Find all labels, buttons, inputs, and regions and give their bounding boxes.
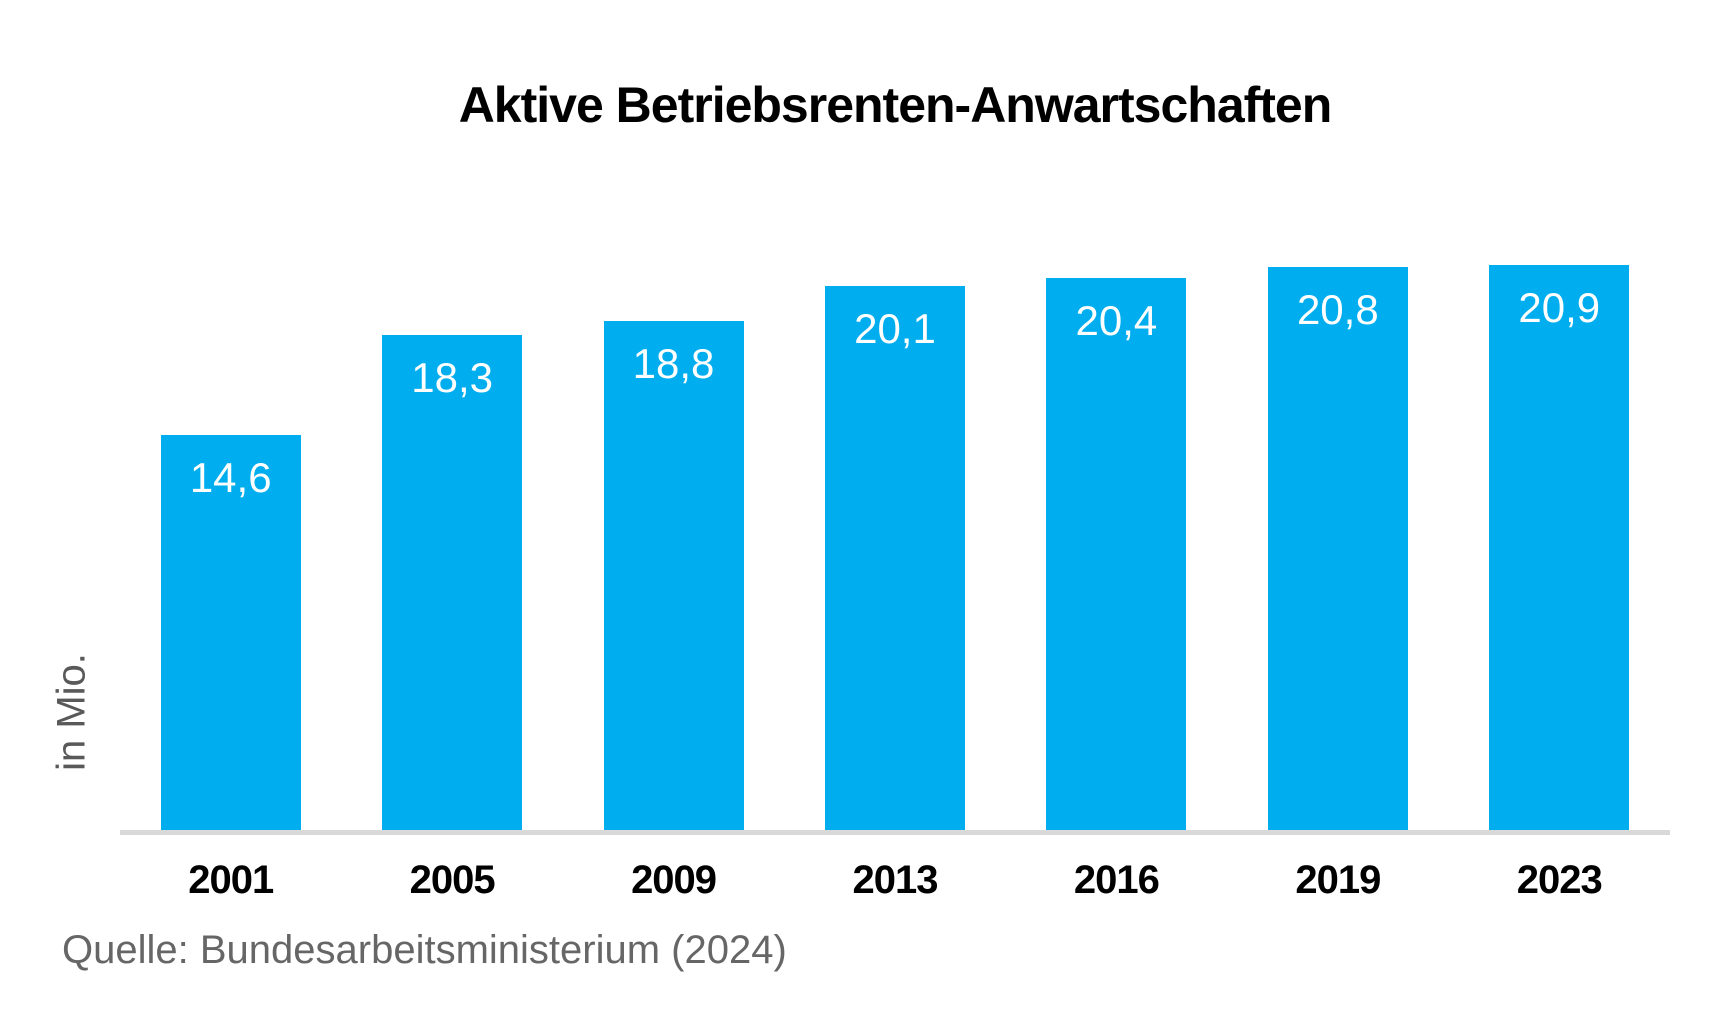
bar-2019: 20,8 <box>1267 267 1408 830</box>
bar-slot: 20,1 <box>784 0 1005 830</box>
bar-2001: 14,6 <box>160 435 301 830</box>
bar-2009: 18,8 <box>603 321 744 830</box>
bar-2016: 20,4 <box>1046 278 1187 830</box>
bar-value-label: 18,8 <box>632 340 715 387</box>
x-axis-label-2005: 2005 <box>409 858 496 902</box>
x-axis-label-2009: 2009 <box>631 858 717 902</box>
x-axis-label-2001: 2001 <box>188 858 274 902</box>
x-axis-label-2016: 2016 <box>1073 858 1160 902</box>
bar-value-label: 20,9 <box>1518 284 1601 331</box>
x-axis-labels: 2001 2005 2009 2013 2016 2019 2023 <box>120 858 1670 903</box>
x-axis-line <box>120 830 1670 835</box>
bar-slot: 18,8 <box>563 0 784 830</box>
y-axis-label: in Mio. <box>49 653 94 771</box>
bar-value-label: 14,6 <box>189 454 272 501</box>
source-caption: Quelle: Bundesarbeitsministerium (2024) <box>62 928 787 972</box>
bar-value-label: 20,1 <box>854 305 936 352</box>
bar-value-label: 20,4 <box>1075 297 1158 344</box>
bar-value-label: 18,3 <box>411 354 493 401</box>
x-axis-label-2013: 2013 <box>852 858 938 902</box>
bar-2013: 20,1 <box>824 286 965 830</box>
bar-slot: 20,8 <box>1227 0 1448 830</box>
bar-slot: 18,3 <box>341 0 562 830</box>
bar-slot: 20,4 <box>1006 0 1227 830</box>
chart-title: Aktive Betriebsrenten-Anwartschaften <box>458 77 1333 133</box>
bar-2023: 20,9 <box>1489 265 1630 830</box>
bar-2005: 18,3 <box>382 335 523 830</box>
x-axis-label-2019: 2019 <box>1295 858 1381 902</box>
bar-value-label: 20,8 <box>1296 286 1379 333</box>
bar-plot-area: 14,6 18,3 18,8 20,1 20,4 20,8 20,9 <box>120 0 1670 830</box>
x-axis-label-2023: 2023 <box>1516 858 1603 902</box>
bar-slot: 14,6 <box>120 0 341 830</box>
bar-slot: 20,9 <box>1449 0 1670 830</box>
